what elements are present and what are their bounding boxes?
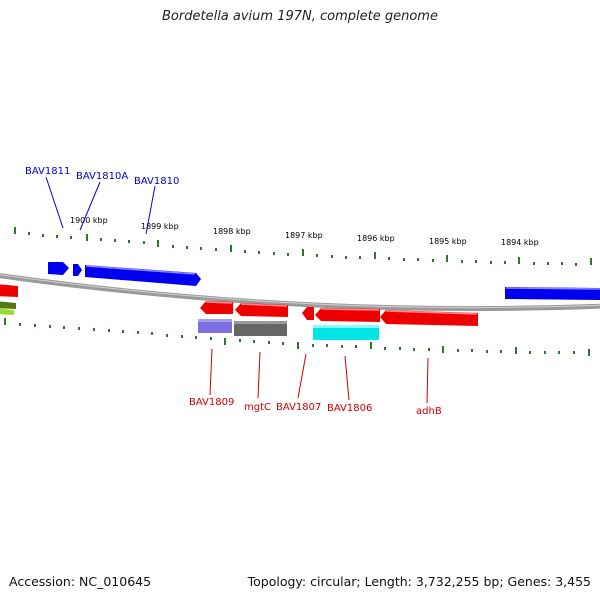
gene-feature[interactable] xyxy=(85,265,201,286)
genome-title: Bordetella avium 197N, complete genome xyxy=(162,9,438,24)
gene-feature[interactable] xyxy=(380,310,478,326)
tick-label: 1898 kbp xyxy=(213,227,251,236)
gene-feature[interactable] xyxy=(73,264,82,276)
gene-label[interactable]: BAV1806 xyxy=(327,403,372,414)
lower-tick-track xyxy=(4,318,590,356)
gene-label[interactable]: mgtC xyxy=(244,402,271,413)
forward-strand-genes xyxy=(48,262,600,300)
gene-highlight xyxy=(85,265,196,275)
genome-backbone xyxy=(0,273,600,312)
upper-tick-track xyxy=(14,227,592,266)
gene-highlight xyxy=(505,287,600,290)
feature-highlight xyxy=(313,325,379,328)
genome-backbone-highlight xyxy=(0,274,600,309)
topology-info: Topology: circular; Length: 3,732,255 bp… xyxy=(247,574,591,589)
accession-info: Accession: NC_010645 xyxy=(9,574,152,589)
gene-feature[interactable] xyxy=(0,308,14,315)
feature-block[interactable] xyxy=(313,325,379,340)
gene-feature[interactable] xyxy=(315,308,380,322)
gene-feature[interactable] xyxy=(48,262,69,275)
gene-label[interactable]: BAV1810A xyxy=(76,171,128,182)
tick-label: 1899 kbp xyxy=(141,222,179,231)
gene-label[interactable]: BAV1809 xyxy=(189,397,234,408)
tick-label: 1897 kbp xyxy=(285,231,323,240)
gene-feature[interactable] xyxy=(0,284,18,297)
gene-label[interactable]: BAV1810 xyxy=(134,176,179,187)
gene-label[interactable]: adhB xyxy=(416,406,442,417)
top-label-leaders xyxy=(45,176,156,235)
tick-label: 1900 kbp xyxy=(70,216,108,225)
gene-highlight xyxy=(205,301,478,315)
feature-block[interactable] xyxy=(234,321,287,336)
reverse-strand-genes xyxy=(200,301,478,326)
tick-label: 1894 kbp xyxy=(501,238,539,247)
feature-highlight xyxy=(234,321,287,324)
gene-feature[interactable] xyxy=(235,303,288,317)
bottom-label-leaders xyxy=(209,348,429,404)
tick-label: 1895 kbp xyxy=(429,237,467,246)
gene-feature[interactable] xyxy=(302,307,314,320)
gene-label[interactable]: BAV1807 xyxy=(276,402,321,413)
edge-features xyxy=(0,284,18,315)
other-features xyxy=(198,319,379,340)
gene-feature[interactable] xyxy=(0,301,16,309)
tick-label: 1896 kbp xyxy=(357,234,395,243)
feature-block[interactable] xyxy=(198,319,232,333)
gene-label[interactable]: BAV1811 xyxy=(25,166,70,177)
feature-highlight xyxy=(198,319,232,322)
gene-feature[interactable] xyxy=(505,287,600,300)
gene-feature[interactable] xyxy=(200,301,233,314)
